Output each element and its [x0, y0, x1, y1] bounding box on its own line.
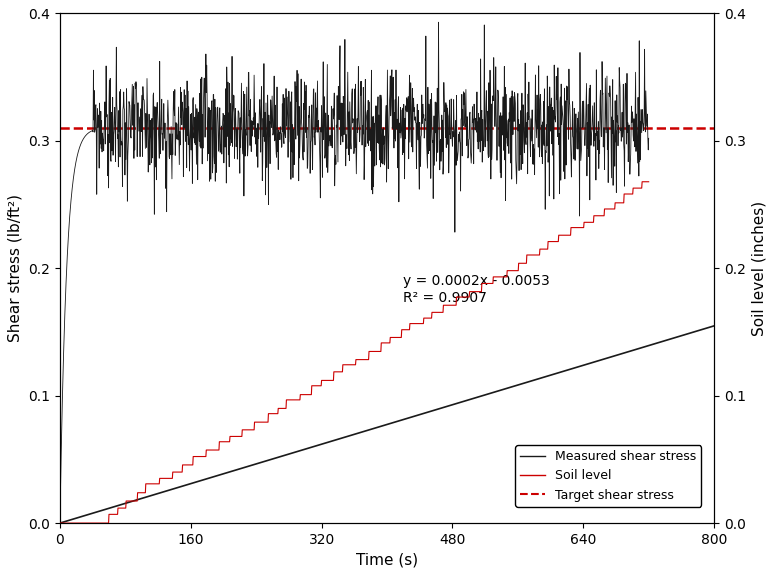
- X-axis label: Time (s): Time (s): [356, 553, 418, 568]
- Legend: Measured shear stress, Soil level, Target shear stress: Measured shear stress, Soil level, Targe…: [515, 445, 701, 507]
- Y-axis label: Shear stress (lb/ft²): Shear stress (lb/ft²): [8, 194, 22, 342]
- Y-axis label: Soil level (inches): Soil level (inches): [752, 201, 766, 336]
- Text: y = 0.0002x - 0.0053
R² = 0.9907: y = 0.0002x - 0.0053 R² = 0.9907: [403, 274, 550, 305]
